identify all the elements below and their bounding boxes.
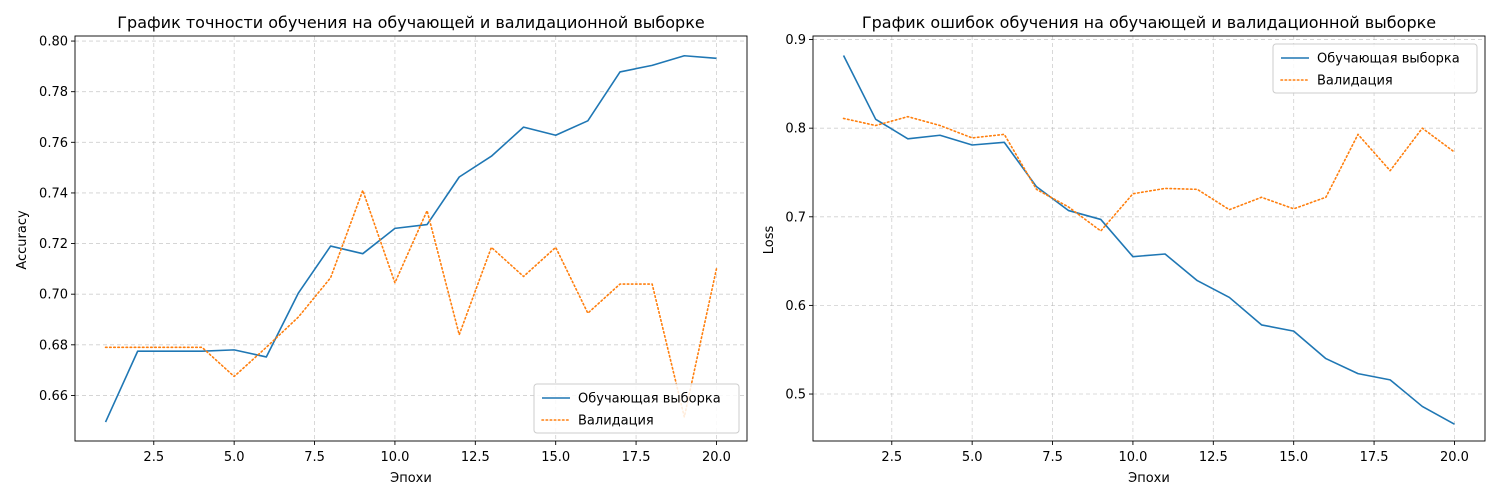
- y-tick-label: 0.76: [39, 136, 68, 151]
- x-tick-label: 2.5: [881, 450, 902, 465]
- y-tick-label: 0.70: [39, 288, 68, 303]
- y-tick-label: 0.6: [785, 299, 806, 314]
- legend: Обучающая выборка Валидация: [1272, 43, 1478, 94]
- legend-box: [533, 383, 740, 434]
- x-tick-label: 15.0: [1279, 450, 1308, 465]
- y-tick-label: 0.9: [785, 33, 806, 48]
- y-tick-label: 0.72: [39, 237, 68, 252]
- x-axis-label: Эпохи: [390, 471, 432, 486]
- y-tick-label: 0.66: [39, 389, 68, 404]
- x-tick-label: 5.0: [962, 450, 983, 465]
- x-tick-label: 5.0: [224, 450, 245, 465]
- series-line: [104, 189, 718, 418]
- plot-frame: [812, 35, 1486, 442]
- x-tick-label: 17.5: [622, 450, 651, 465]
- x-tick-label: 7.5: [304, 450, 325, 465]
- x-tick-label: 7.5: [1042, 450, 1063, 465]
- chart-title: График ошибок обучения на обучающей и ва…: [862, 13, 1436, 32]
- x-tick-label: 2.5: [143, 450, 164, 465]
- y-tick-label: 0.74: [39, 186, 68, 201]
- legend-label: Валидация: [578, 414, 654, 429]
- legend-label: Обучающая выборка: [1317, 52, 1460, 67]
- x-tick-label: 12.5: [1199, 450, 1228, 465]
- x-tick-label: 17.5: [1360, 450, 1389, 465]
- loss-chart: График ошибок обучения на обучающей и ва…: [762, 13, 1486, 486]
- x-tick-label: 20.0: [702, 450, 731, 465]
- legend-box: [1272, 43, 1478, 94]
- y-tick-label: 0.8: [785, 122, 806, 137]
- x-tick-label: 10.0: [380, 450, 409, 465]
- x-tick-label: 15.0: [541, 450, 570, 465]
- x-tick-label: 10.0: [1118, 450, 1147, 465]
- legend: Обучающая выборка Валидация: [533, 383, 740, 434]
- y-axis-label: Loss: [762, 226, 777, 255]
- series-line: [842, 115, 1456, 232]
- y-tick-label: 0.7: [785, 210, 806, 225]
- x-tick-label: 20.0: [1440, 450, 1469, 465]
- y-tick-label: 0.78: [39, 85, 68, 100]
- y-tick-label: 0.68: [39, 338, 68, 353]
- legend-label: Обучающая выборка: [578, 392, 721, 407]
- series-line: [104, 54, 717, 423]
- y-axis-label: Accuracy: [15, 210, 30, 270]
- legend-label: Валидация: [1317, 74, 1393, 89]
- plot-frame: [74, 35, 748, 442]
- x-tick-label: 12.5: [461, 450, 490, 465]
- chart-title: График точности обучения на обучающей и …: [117, 13, 704, 32]
- series-line: [842, 55, 1455, 425]
- y-tick-label: 0.5: [785, 388, 806, 403]
- y-tick-label: 0.80: [39, 35, 68, 50]
- accuracy-chart: График точности обучения на обучающей и …: [15, 13, 748, 486]
- x-axis-label: Эпохи: [1128, 471, 1170, 486]
